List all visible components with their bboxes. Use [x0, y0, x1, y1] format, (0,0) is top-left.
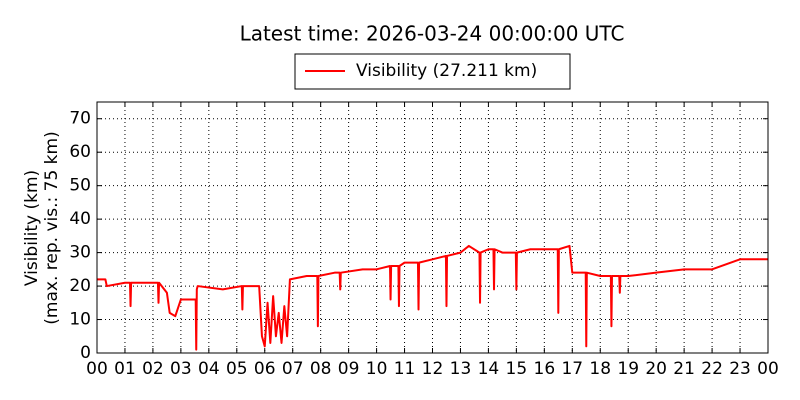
x-tick-label: 18 — [589, 359, 611, 379]
chart-title: Latest time: 2026-03-24 00:00:00 UTC — [240, 22, 625, 46]
legend-label: Visibility (27.211 km) — [356, 61, 537, 81]
data-line — [97, 244, 768, 351]
y-tick-label: 50 — [69, 176, 91, 196]
y-tick-label: 0 — [80, 343, 91, 363]
x-tick-label: 20 — [645, 359, 667, 379]
x-tick-label: 12 — [422, 359, 444, 379]
y-tick-label: 10 — [69, 310, 91, 330]
plot-frame — [96, 101, 769, 354]
x-tick-label: 17 — [561, 359, 583, 379]
x-tick-label: 10 — [366, 359, 388, 379]
x-tick-label: 15 — [506, 359, 528, 379]
x-tick-label: 08 — [310, 359, 332, 379]
y-tick-label: 60 — [69, 142, 91, 162]
x-tick-label: 11 — [394, 359, 416, 379]
x-tick-label: 03 — [170, 359, 192, 379]
x-tick-label: 09 — [338, 359, 360, 379]
x-tick-label: 14 — [478, 359, 500, 379]
x-tick-label: 16 — [534, 359, 556, 379]
x-tick-label: 01 — [114, 359, 136, 379]
x-tick-label: 13 — [450, 359, 472, 379]
x-tick-label: 22 — [701, 359, 723, 379]
x-tick-label: 06 — [254, 359, 276, 379]
y-tick-label: 70 — [69, 109, 91, 129]
x-tick-label: 07 — [282, 359, 304, 379]
y-tick-label: 40 — [69, 209, 91, 229]
x-tick-label: 19 — [617, 359, 639, 379]
x-tick-label: 04 — [198, 359, 220, 379]
y-tick-label: 30 — [69, 243, 91, 263]
x-tick-label: 05 — [226, 359, 248, 379]
y-tick-label: 20 — [69, 276, 91, 296]
x-tick-label: 23 — [729, 359, 751, 379]
x-tick-label: 00 — [86, 359, 108, 379]
x-tick-label: 00 — [757, 359, 779, 379]
x-tick-label: 21 — [673, 359, 695, 379]
x-tick-label: 02 — [142, 359, 164, 379]
y-axis-label: Visibility (km) — [22, 170, 42, 286]
y-axis-label: (max. rep. vis.: 75 km) — [42, 131, 62, 324]
